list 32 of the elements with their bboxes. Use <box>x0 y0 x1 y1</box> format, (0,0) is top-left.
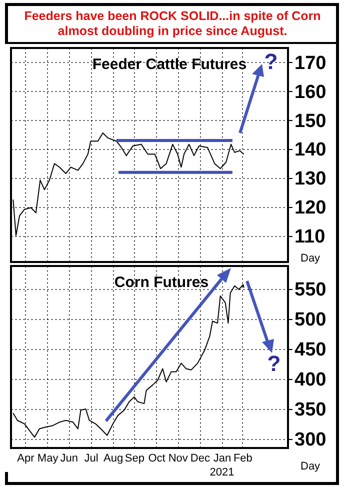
text: Corn Futures <box>114 274 209 291</box>
y-axis-title: Day <box>300 252 321 264</box>
x-tick-label: May <box>37 452 59 464</box>
x-tick-label: Oct <box>148 452 166 464</box>
y-tick-label: 140 <box>294 140 326 161</box>
annotation: ? <box>267 351 281 376</box>
chart-title: Feeders have been ROCK SOLID...in spite of Corn almost doubling in price since August. <box>8 6 337 44</box>
x-tick-label: Dec <box>190 452 210 464</box>
x-tick-label: Jul <box>84 452 98 464</box>
y-tick-label: 110 <box>294 226 326 248</box>
y-tick-label: 170 <box>294 52 326 74</box>
y-tick-label: 130 <box>294 168 326 190</box>
y-tick-label: 150 <box>294 110 326 132</box>
y-tick-label: 300 <box>294 429 326 450</box>
annotation: ? <box>264 49 278 74</box>
x-tick-label: Sep <box>124 452 144 464</box>
y-tick-label: 120 <box>294 198 326 219</box>
y-tick-label: 400 <box>294 369 326 390</box>
text: Feeder Cattle Futures <box>92 56 247 73</box>
y-tick-label: 350 <box>294 399 326 420</box>
y-axis-title: Day <box>300 460 321 472</box>
x-tick-label: Apr <box>17 452 35 464</box>
x-tick-label: Jan <box>213 452 232 464</box>
y-tick-label: 550 <box>294 279 326 300</box>
y-tick-label: 450 <box>294 339 326 360</box>
x-tick-label: Feb <box>233 452 252 464</box>
x-tick-label: Aug <box>104 452 124 464</box>
y-tick-label: 160 <box>294 82 326 103</box>
y-tick-label: 500 <box>294 309 326 330</box>
x-tick-label: Jun <box>60 452 78 464</box>
text: 2021 <box>210 466 234 478</box>
x-tick-label: Nov <box>168 452 188 464</box>
